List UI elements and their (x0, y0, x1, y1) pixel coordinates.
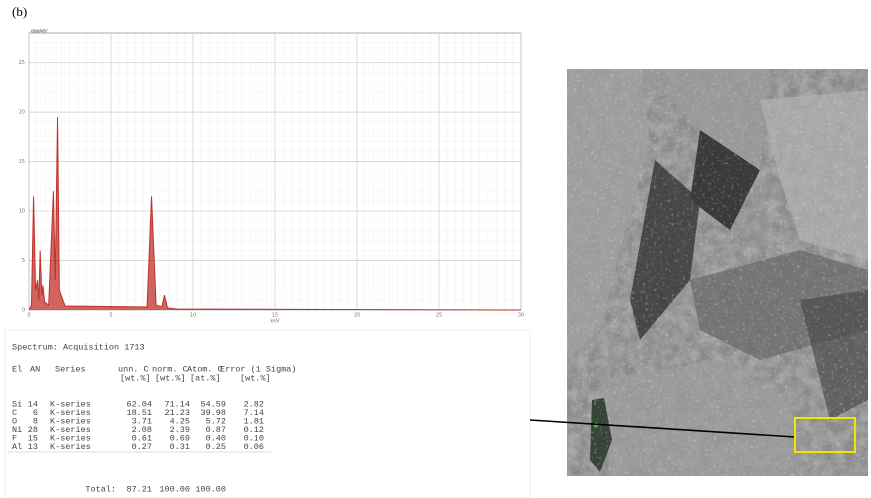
table-cell: Al (12, 442, 22, 452)
table-cell: 0.31 (170, 442, 190, 452)
total-value: 87.21 (126, 484, 152, 494)
x-tick-label: 5 (109, 313, 112, 319)
table-cell: 0.27 (132, 442, 152, 452)
column-header: AN (30, 364, 40, 374)
y-tick-label: 0 (22, 308, 25, 314)
y-axis-label: cps/eV (31, 29, 48, 35)
figure: (b) 0510152025051015202530keVcps/eV Spec… (0, 0, 871, 498)
column-unit: [wt.%] (120, 373, 151, 383)
figure-canvas: (b) 0510152025051015202530keVcps/eV Spec… (0, 0, 871, 498)
total-value: 100.00 (195, 484, 226, 494)
column-header: El (12, 364, 22, 374)
x-tick-label: 25 (436, 313, 442, 319)
total-label: Total: (85, 484, 116, 494)
y-tick-label: 15 (19, 159, 25, 165)
sem-image (567, 69, 868, 476)
y-tick-label: 10 (19, 209, 25, 215)
x-tick-label: 30 (518, 313, 524, 319)
figure-label: (b) (12, 4, 27, 19)
x-tick-label: 20 (354, 313, 360, 319)
column-unit: [wt.%] (240, 373, 271, 383)
column-header: Series (55, 364, 86, 374)
table-title: Spectrum: Acquisition 1713 (12, 342, 145, 352)
x-tick-label: 0 (27, 313, 30, 319)
x-axis-label: keV (270, 319, 280, 325)
column-unit: [wt.%] (155, 373, 186, 383)
column-unit: [at.%] (190, 373, 221, 383)
table-cell: K-series (50, 442, 91, 452)
table-cell: 0.25 (206, 442, 226, 452)
y-tick-label: 5 (22, 258, 25, 264)
y-tick-label: 25 (19, 60, 25, 66)
total-value: 100.00 (159, 484, 190, 494)
x-tick-label: 10 (190, 313, 196, 319)
y-tick-label: 20 (19, 110, 25, 116)
table-cell: 0.06 (244, 442, 264, 452)
table-cell: 13 (28, 442, 38, 452)
